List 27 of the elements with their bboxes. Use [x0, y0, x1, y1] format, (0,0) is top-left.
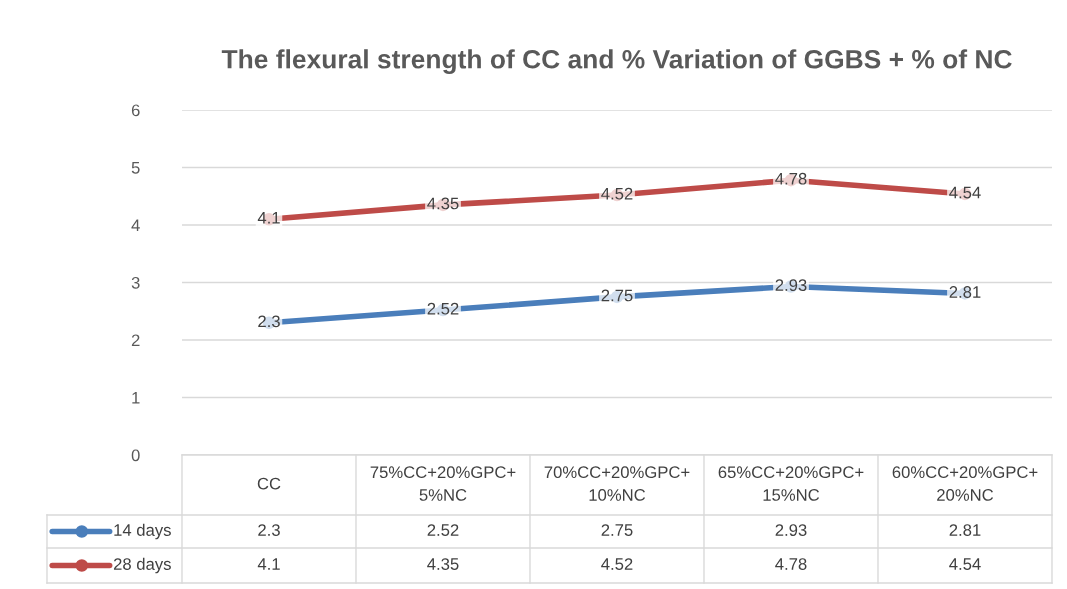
- x-tick-label: 75%CC+20%GPC+5%NC: [370, 466, 516, 501]
- x-tick-label: 70%CC+20%GPC+10%NC: [544, 466, 690, 501]
- text: 2.3: [258, 524, 280, 536]
- text: 4.78: [775, 558, 807, 570]
- text: 2.81: [949, 524, 981, 536]
- data-label: 4.1: [257, 212, 280, 224]
- x-tick-label: 65%CC+20%GPC+15%NC: [718, 466, 864, 501]
- y-tick-label: 4: [131, 219, 140, 232]
- text: 2.75: [601, 524, 633, 536]
- x-tick-label: CC: [257, 477, 281, 490]
- text: 4.35: [427, 558, 459, 570]
- text: 2.52: [427, 524, 459, 536]
- legend-label: 28 days: [113, 557, 171, 574]
- text: 4.54: [949, 558, 981, 570]
- text: 4.52: [601, 558, 633, 570]
- text: 4.1: [257, 558, 280, 570]
- y-tick-label: 1: [132, 392, 140, 404]
- y-tick-label: 6: [131, 104, 140, 117]
- text: 2.93: [775, 524, 807, 536]
- y-tick-label: 2: [131, 334, 140, 347]
- y-tick-label: 5: [131, 162, 140, 174]
- y-tick-label: 3: [131, 276, 140, 289]
- x-tick-label: 60%CC+20%GPC+20%NC: [892, 466, 1038, 501]
- data-label: 2.3: [258, 315, 280, 328]
- y-tick-label: 0: [131, 449, 140, 462]
- chart-title: The flexural strength of CC and % Variation of GGBS + % of NC: [221, 49, 1012, 74]
- legend-label: 14 days: [114, 523, 171, 540]
